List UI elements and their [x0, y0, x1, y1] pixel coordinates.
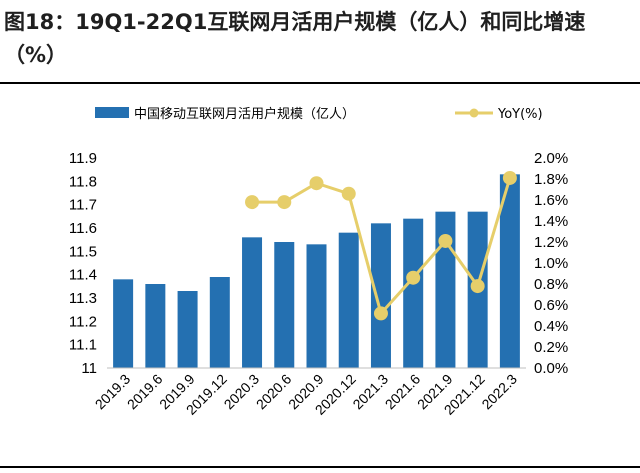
yoy-point [245, 195, 260, 210]
y-left-tick-label: 11.3 [69, 290, 97, 307]
yoy-points [245, 170, 517, 321]
x-tick-label: 2020.3 [221, 371, 263, 413]
yoy-point [309, 176, 324, 191]
bar-series [113, 174, 520, 368]
yoy-point [502, 170, 517, 185]
y-left-tick-label: 11.1 [69, 337, 97, 354]
bar [403, 218, 424, 368]
y-left-tick-label: 11 [81, 360, 97, 377]
y-right-tick-label: 1.2% [534, 234, 568, 251]
x-tick-label: 2019.6 [124, 371, 166, 413]
yoy-point [406, 270, 421, 285]
y-left-tick-label: 11.7 [69, 197, 97, 214]
bar [338, 232, 359, 368]
y-right-axis: 2.0% 1.8% 1.6% 1.4% 1.2% 1.0% 0.8% 0.6% 0.4% 0.2%… [534, 150, 568, 377]
bar [435, 211, 456, 368]
y-right-tick-label: 0.2% [534, 339, 568, 356]
y-right-tick-label: 1.8% [534, 171, 568, 188]
y-left-tick-label: 11.9 [69, 150, 97, 167]
y-left-tick-label: 11.4 [69, 267, 97, 284]
yoy-point [373, 306, 388, 321]
legend-bar-label: 中国移动互联网月活用户规模（亿人） [134, 106, 355, 122]
bottom-rule [0, 466, 640, 468]
legend-line-label: YoY(%) [497, 107, 543, 122]
legend-bar-swatch [95, 107, 129, 118]
x-tick-label: 2021.3 [349, 371, 391, 413]
y-right-tick-label: 0.0% [534, 360, 568, 377]
y-left-tick-label: 11.8 [69, 173, 97, 190]
y-right-tick-label: 1.4% [534, 213, 568, 230]
chart-title: 图18：19Q1-22Q1互联网月活用户规模（亿人）和同比增速（%） [4, 10, 586, 67]
legend-line-marker [469, 108, 479, 118]
bar [177, 291, 198, 368]
bar [145, 284, 166, 368]
y-right-tick-label: 2.0% [534, 150, 568, 167]
bar [306, 244, 327, 368]
y-right-tick-label: 1.6% [534, 192, 568, 209]
x-tick-label: 2022.3 [478, 371, 520, 413]
bar [499, 174, 520, 368]
x-axis-labels: 2019.32019.62019.92019.122020.32020.6202… [92, 371, 521, 418]
y-left-tick-label: 11.2 [69, 313, 97, 330]
y-right-tick-label: 0.6% [534, 297, 568, 314]
x-tick-label: 2019.3 [92, 371, 134, 413]
y-left-tick-label: 11.6 [69, 220, 97, 237]
bar [274, 242, 295, 368]
yoy-point [341, 186, 356, 201]
bar [113, 279, 134, 368]
bar [370, 223, 391, 368]
x-tick-label: 2021.6 [382, 371, 424, 413]
top-rule [0, 82, 640, 84]
yoy-point [277, 195, 292, 210]
bar [242, 237, 263, 368]
yoy-point [470, 279, 485, 294]
y-right-tick-label: 0.4% [534, 318, 568, 335]
y-left-axis: 11.9 11.8 11.7 11.6 11.5 11.4 11.3 11.2 11.1 11 [69, 150, 97, 377]
legend: 中国移动互联网月活用户规模（亿人） YoY(%) [95, 106, 543, 122]
yoy-point [438, 233, 453, 248]
y-right-tick-label: 0.8% [534, 276, 568, 293]
x-tick-label: 2020.6 [253, 371, 295, 413]
y-right-tick-label: 1.0% [534, 255, 568, 272]
y-left-tick-label: 11.5 [69, 243, 97, 260]
bar [209, 277, 230, 368]
